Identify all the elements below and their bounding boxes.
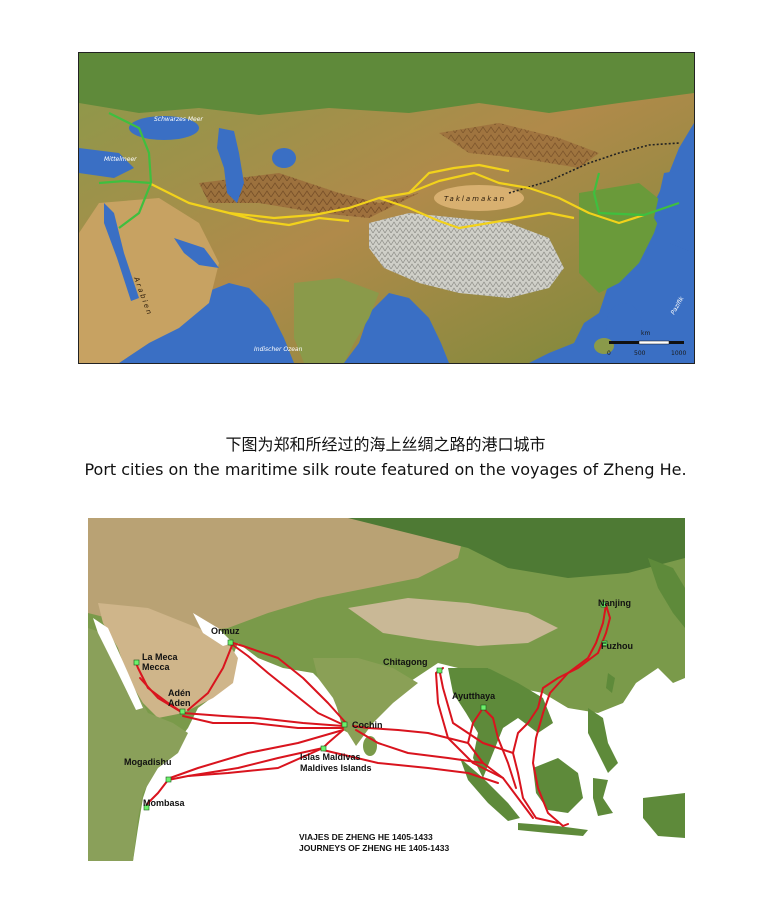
new-guinea <box>643 793 685 838</box>
aral-sea <box>272 148 296 168</box>
label-islas-maldivas: Islas Maldivas <box>300 752 361 762</box>
silk-road-map-svg: Mittelmeer Schwarzes Meer Taklamakan Ara… <box>79 53 694 363</box>
caspian-sea <box>217 128 244 203</box>
sumatra <box>460 758 520 821</box>
india-land <box>313 658 418 746</box>
marker-fuzhou <box>601 640 608 647</box>
red-sea <box>93 618 143 710</box>
great-wall <box>508 142 680 194</box>
scale-tick-1000: 1000 <box>671 350 686 357</box>
sulawesi <box>593 778 613 816</box>
caption-chinese: 下图为郑和所经过的海上丝绸之路的港口城市 <box>225 435 546 454</box>
black-sea <box>129 116 199 140</box>
label-aden: Aden <box>168 698 191 708</box>
mountain-range-east <box>439 123 599 168</box>
tibet-plateau <box>348 598 558 646</box>
label-nanjing: Nanjing <box>598 598 631 608</box>
label-black-sea: Schwarzes Meer <box>154 116 203 123</box>
label-maldives-islands: Maldives Islands <box>300 763 372 773</box>
red-sea <box>104 203 139 301</box>
marker-aden <box>179 708 186 715</box>
scale-unit: km <box>641 330 650 337</box>
label-la-meca: La Meca <box>142 652 179 662</box>
scale-tick-500: 500 <box>634 350 646 357</box>
taiwan <box>594 338 614 354</box>
taklamakan-desert <box>434 185 524 211</box>
label-ayutthaya: Ayutthaya <box>452 691 496 701</box>
marker-maldives <box>320 745 327 752</box>
scale-tick-0: 0 <box>607 350 611 357</box>
borneo <box>533 758 583 813</box>
persian-gulf <box>174 238 219 268</box>
marker-mogadishu <box>165 776 172 783</box>
label-aden-es: Adén <box>168 688 191 698</box>
marker-nanjing <box>600 601 607 608</box>
voyage-routes <box>135 604 611 827</box>
scale-bar: km 0 500 1000 <box>607 330 686 357</box>
tibetan-plateau <box>369 213 564 298</box>
marker-ormuz <box>227 639 234 646</box>
silk-road-map: Mittelmeer Schwarzes Meer Taklamakan Ara… <box>78 52 695 364</box>
trade-routes-green <box>98 112 680 229</box>
caption-english: Port cities on the maritime silk route f… <box>84 460 687 479</box>
java <box>518 823 588 836</box>
label-mogadishu: Mogadishu <box>124 757 172 767</box>
africa-land <box>88 628 188 861</box>
philippines <box>588 708 618 773</box>
label-fuzhou: Fuzhou <box>601 641 633 651</box>
mountain-range <box>199 173 419 218</box>
persian-gulf <box>193 613 233 646</box>
marker-mombasa <box>143 804 150 811</box>
india-land <box>294 278 379 363</box>
voyages-map-svg: Nanjing Fuzhou Ormuz La Meca Mecca Adén … <box>88 518 685 861</box>
marker-chitagong <box>436 667 443 674</box>
legend-spanish: VIAJES DE ZHENG HE 1405-1433 <box>299 832 433 842</box>
yellow-sea <box>654 168 694 253</box>
marker-mecca <box>133 659 140 666</box>
legend-english: JOURNEYS OF ZHENG HE 1405-1433 <box>299 843 449 853</box>
mediterranean <box>79 148 134 178</box>
marker-cochin <box>341 721 348 728</box>
port-markers <box>133 601 608 811</box>
steppe <box>79 53 694 115</box>
northern-forest <box>348 518 685 578</box>
label-taklamakan: Taklamakan <box>444 195 506 203</box>
label-mombasa: Mombasa <box>143 798 186 808</box>
indochina-land <box>448 668 553 778</box>
label-ormuz: Ormuz <box>211 626 240 636</box>
zheng-he-voyages-map: Nanjing Fuzhou Ormuz La Meca Mecca Adén … <box>88 518 685 861</box>
east-china-land <box>579 183 664 293</box>
label-mecca: Mecca <box>142 662 171 672</box>
label-indian-ocean: Indischer Ozean <box>254 346 303 353</box>
label-chitagong: Chitagong <box>383 657 428 667</box>
silk-road-routes <box>148 163 645 230</box>
korea-japan <box>648 558 685 628</box>
label-mediterranean: Mittelmeer <box>104 156 137 163</box>
marker-ayutthaya <box>480 704 487 711</box>
taiwan <box>606 673 615 693</box>
south-china-sea <box>606 303 642 347</box>
label-cochin: Cochin <box>352 720 383 730</box>
central-asia-desert <box>88 518 468 633</box>
